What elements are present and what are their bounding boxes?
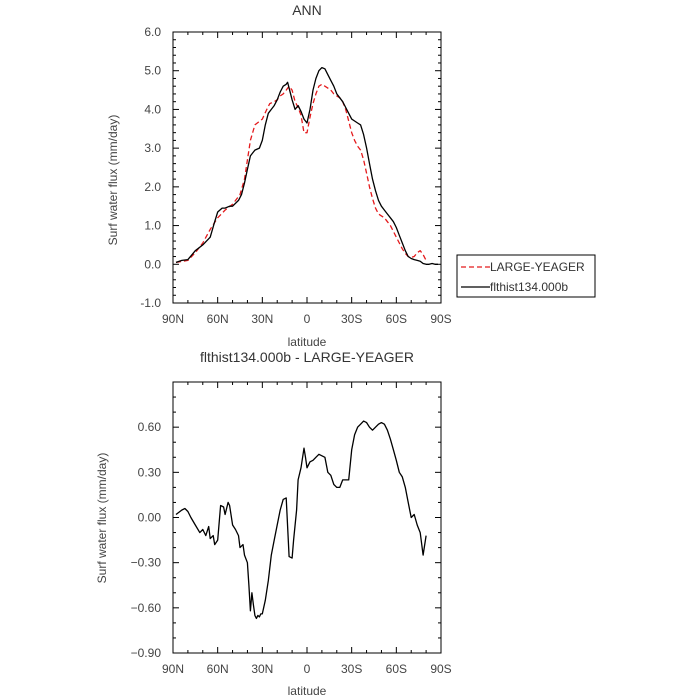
x-tick-label: 30S xyxy=(341,312,362,326)
x-tick-label: 30S xyxy=(341,662,362,676)
bottom-chart-y-label: Surf water flux (mm/day) xyxy=(95,453,109,584)
x-tick-label: 0 xyxy=(304,662,311,676)
x-tick-label: 60S xyxy=(386,662,407,676)
y-tick-label: 6.0 xyxy=(144,25,161,39)
y-tick-label: −0.60 xyxy=(131,601,162,615)
top-chart-y-label: Surf water flux (mm/day) xyxy=(106,115,120,246)
top-chart-x-axis: 90N 60N 30N 0 30S 60S 90S xyxy=(162,32,452,326)
bottom-chart-x-axis: 90N 60N 30N 0 30S 60S 90S xyxy=(162,382,452,676)
x-tick-label: 60N xyxy=(207,312,229,326)
bottom-chart-panel: flthist134.000b - LARGE-YEAGER 90N 60N 30N… xyxy=(95,349,452,698)
y-tick-label: −0.30 xyxy=(131,556,162,570)
y-tick-label: 5.0 xyxy=(144,64,161,78)
bottom-chart-title: flthist134.000b - LARGE-YEAGER xyxy=(200,349,414,365)
y-tick-label: 2.0 xyxy=(144,180,161,194)
x-tick-label: 90S xyxy=(430,312,451,326)
y-tick-label: 1.0 xyxy=(144,219,161,233)
y-tick-label: 0.0 xyxy=(144,257,161,271)
bottom-chart-frame xyxy=(172,381,442,654)
top-chart-title: ANN xyxy=(292,2,322,18)
y-tick-label: 0.30 xyxy=(138,465,162,479)
series-line-flthist134-000b xyxy=(175,66,438,265)
series-line-large-yeager xyxy=(175,83,427,264)
x-tick-label: 90N xyxy=(162,662,184,676)
legend-label-flthist: flthist134.000b xyxy=(490,280,568,294)
bottom-chart-x-label: latitude xyxy=(288,684,327,698)
top-chart-x-label: latitude xyxy=(288,335,327,349)
series-line-difference xyxy=(175,420,427,620)
legend-label-large-yeager: LARGE-YEAGER xyxy=(490,260,585,274)
x-tick-label: 30N xyxy=(251,312,273,326)
top-chart-panel: ANN 90N 60N 30N 0 30S 60S 90S -1.0 0.0 1.0 2.0 3.0… xyxy=(106,2,452,349)
x-tick-label: 60S xyxy=(386,312,407,326)
top-chart-frame xyxy=(172,31,442,304)
bottom-chart-y-axis: −0.90 −0.60 −0.30 0.00 0.30 0.60 xyxy=(131,381,441,660)
y-tick-label: 3.0 xyxy=(144,141,161,155)
top-chart-y-axis: -1.0 0.0 1.0 2.0 3.0 4.0 5.0 6.0 xyxy=(140,25,441,310)
x-tick-label: 30N xyxy=(251,662,273,676)
bottom-chart-lines xyxy=(175,420,427,620)
y-tick-label: 0.00 xyxy=(138,511,162,525)
legend: LARGE-YEAGER flthist134.000b xyxy=(456,254,596,298)
y-tick-label: −0.90 xyxy=(131,646,162,660)
x-tick-label: 90N xyxy=(162,312,184,326)
x-tick-label: 0 xyxy=(304,312,311,326)
top-chart-lines xyxy=(175,66,438,265)
x-tick-label: 90S xyxy=(430,662,451,676)
x-tick-label: 60N xyxy=(207,662,229,676)
y-tick-label: -1.0 xyxy=(140,296,161,310)
legend-box xyxy=(456,254,596,298)
y-tick-label: 4.0 xyxy=(144,102,161,116)
y-tick-label: 0.60 xyxy=(138,420,162,434)
